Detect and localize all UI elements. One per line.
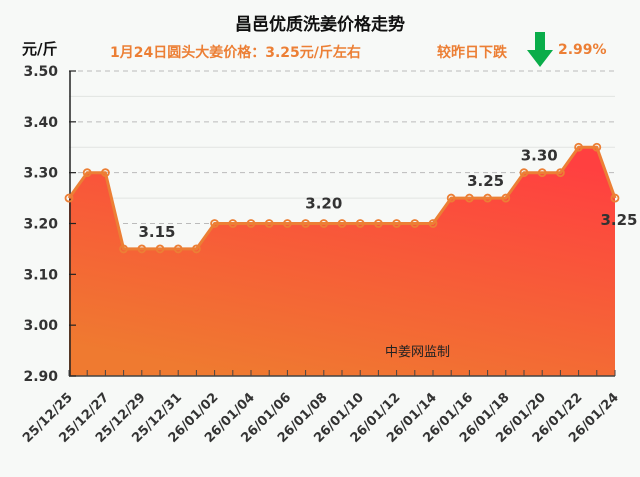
data-point: [155, 244, 165, 254]
data-point: [519, 168, 529, 178]
data-point: [428, 219, 438, 228]
data-point: [574, 142, 583, 152]
data-point: [483, 193, 493, 203]
data-label: 3.15: [138, 223, 175, 241]
data-label: 3.25: [600, 211, 637, 229]
price-area: [69, 147, 615, 376]
y-tick-label: 3.40: [23, 115, 58, 131]
data-point: [610, 193, 620, 203]
axes: [68, 70, 616, 377]
data-point: [373, 219, 383, 228]
data-point: [246, 219, 256, 228]
data-point: [355, 219, 365, 228]
data-point: [82, 168, 92, 178]
data-point: [556, 168, 565, 178]
data-point: [392, 219, 402, 228]
y-axis-ticks: 3.50 3.40 3.30 3.20 3.10 3.00 2.90: [23, 64, 58, 385]
data-point: [64, 193, 74, 203]
data-point: [592, 142, 602, 152]
y-tick-label: 3.20: [23, 217, 58, 233]
data-label: 3.30: [521, 147, 558, 165]
data-point: [319, 219, 329, 228]
data-point: [537, 168, 547, 178]
data-point: [101, 168, 110, 178]
data-point: [446, 193, 456, 203]
data-point: [464, 193, 474, 203]
data-point: [410, 219, 420, 228]
chart-title: 昌邑优质洗姜价格走势: [235, 15, 405, 35]
data-label: 3.20: [305, 195, 342, 213]
data-labels: 3.15 3.20 3.25 3.30 3.25: [138, 147, 637, 241]
data-point: [264, 219, 274, 228]
price-line: [67, 145, 617, 251]
y-tick-label: 3.00: [23, 318, 58, 334]
down-arrow-icon: [527, 32, 553, 67]
data-label: 3.25: [467, 172, 504, 190]
data-point: [228, 219, 238, 228]
y-tick-label: 3.50: [23, 64, 58, 80]
data-point: [337, 219, 347, 228]
y-tick-label: 3.30: [23, 166, 58, 182]
y-axis-unit: 元/斤: [22, 40, 58, 58]
change-percent: 2.99%: [558, 42, 607, 58]
data-point: [191, 244, 201, 254]
data-point: [137, 244, 147, 254]
data-point: [173, 244, 183, 254]
data-point: [210, 219, 220, 228]
data-point: [119, 244, 128, 254]
change-label: 较昨日下跌: [437, 45, 507, 61]
data-markers: [64, 142, 620, 254]
y-tick-label: 2.90: [23, 369, 58, 385]
y-tick-label: 3.10: [23, 267, 58, 283]
data-point: [301, 219, 311, 228]
data-point: [501, 193, 511, 203]
watermark: 中姜网监制: [385, 345, 450, 360]
price-subtitle: 1月24日圆头大姜价格：3.25元/斤左右: [110, 45, 361, 61]
x-axis-ticks: 25/12/2525/12/2725/12/2925/12/3126/01/02…: [20, 390, 622, 446]
data-point: [282, 219, 292, 228]
